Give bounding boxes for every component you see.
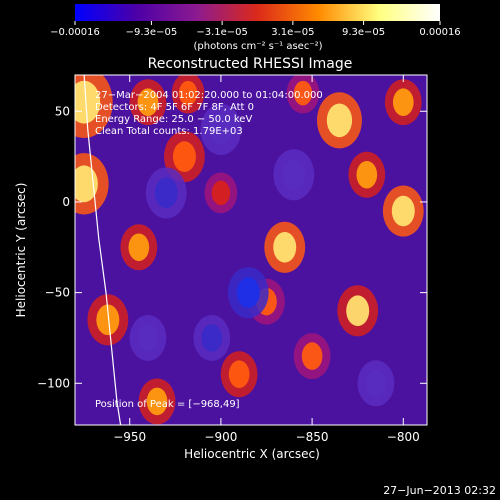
colorbar: −0.00016 −9.3e−05 −3.1e−05 3.1e−05 9.3e−05 0.… xyxy=(50,4,461,52)
intensity-blob-core xyxy=(356,160,378,189)
intensity-blob-core xyxy=(301,342,323,370)
annotation-block: 27−Mar−2004 01:02:20.000 to 01:04:00.000… xyxy=(95,90,323,137)
intensity-blob-core xyxy=(236,277,260,308)
annotation-detectors: Detectors: 4F 5F 6F 7F 8F, Att 0 xyxy=(95,102,254,113)
colorbar-tick-label: 9.3e−05 xyxy=(342,27,385,38)
intensity-blob-core xyxy=(96,304,120,336)
x-tick-label: −800 xyxy=(387,430,420,444)
intensity-blob-core xyxy=(392,88,414,116)
x-axis-label: Heliocentric X (arcsec) xyxy=(184,447,320,461)
intensity-blob-core xyxy=(282,159,306,191)
intensity-blob-core xyxy=(178,80,198,106)
intensity-blob-core xyxy=(326,103,353,138)
intensity-blob-core xyxy=(137,324,159,352)
colorbar-tick-label: −9.3e−05 xyxy=(126,27,178,38)
footer-timestamp: 27−Jun−2013 02:32 xyxy=(383,484,496,497)
x-tick-label: −850 xyxy=(296,430,329,444)
intensity-blob-core xyxy=(128,233,150,262)
colorbar-unit-label: (photons cm⁻² s⁻¹ asec⁻²) xyxy=(193,41,322,52)
intensity-blob-core xyxy=(228,360,250,389)
chart-title: Reconstructed RHESSI Image xyxy=(148,56,353,72)
colorbar-tick-label: −3.1e−05 xyxy=(196,27,248,38)
intensity-blob-core xyxy=(146,387,168,416)
solar-limb-line xyxy=(83,75,122,425)
x-tick-label: −900 xyxy=(204,430,237,444)
annotation-energy-range: Energy Range: 25.0 − 50.0 keV xyxy=(95,114,252,125)
intensity-blob-core xyxy=(391,195,415,227)
plot-frame xyxy=(74,74,428,426)
y-axis-label: Heliocentric Y (arcsec) xyxy=(14,183,28,318)
intensity-blob-core xyxy=(154,177,178,209)
annotation-total-counts: Clean Total counts: 1.79E+03 xyxy=(95,126,243,137)
colorbar-tick-label: 0.00016 xyxy=(419,27,460,38)
intensity-blob-core xyxy=(75,80,101,124)
peak-position-label: Position of Peak = [−968,49] xyxy=(95,399,240,410)
intensity-blob-core xyxy=(172,141,196,172)
annotation-time-range: 27−Mar−2004 01:02:20.000 to 01:04:00.000 xyxy=(95,90,323,101)
intensity-blob-core xyxy=(137,88,159,116)
intensity-blob-core xyxy=(293,80,313,106)
intensity-blob-core xyxy=(365,369,387,398)
plot-area xyxy=(75,75,427,425)
y-tick-label: 0 xyxy=(62,195,70,209)
y-axis: 50 0 −50 −100 xyxy=(37,104,427,390)
x-tick-label: −950 xyxy=(113,430,146,444)
y-tick-label: −100 xyxy=(37,376,70,390)
colorbar-strip xyxy=(75,4,440,21)
intensity-blob-core xyxy=(209,114,233,145)
colorbar-tick-label: −0.00016 xyxy=(50,27,100,38)
intensity-blob-core xyxy=(346,295,370,327)
intensity-blob-core xyxy=(273,231,297,263)
y-tick-label: −50 xyxy=(45,286,70,300)
y-tick-label: 50 xyxy=(55,104,70,118)
intensity-blob-core xyxy=(211,180,231,206)
x-axis: −950 −900 −850 −800 xyxy=(113,75,420,444)
colorbar-tick-label: 3.1e−05 xyxy=(271,27,314,38)
intensity-blob-core xyxy=(201,324,223,352)
